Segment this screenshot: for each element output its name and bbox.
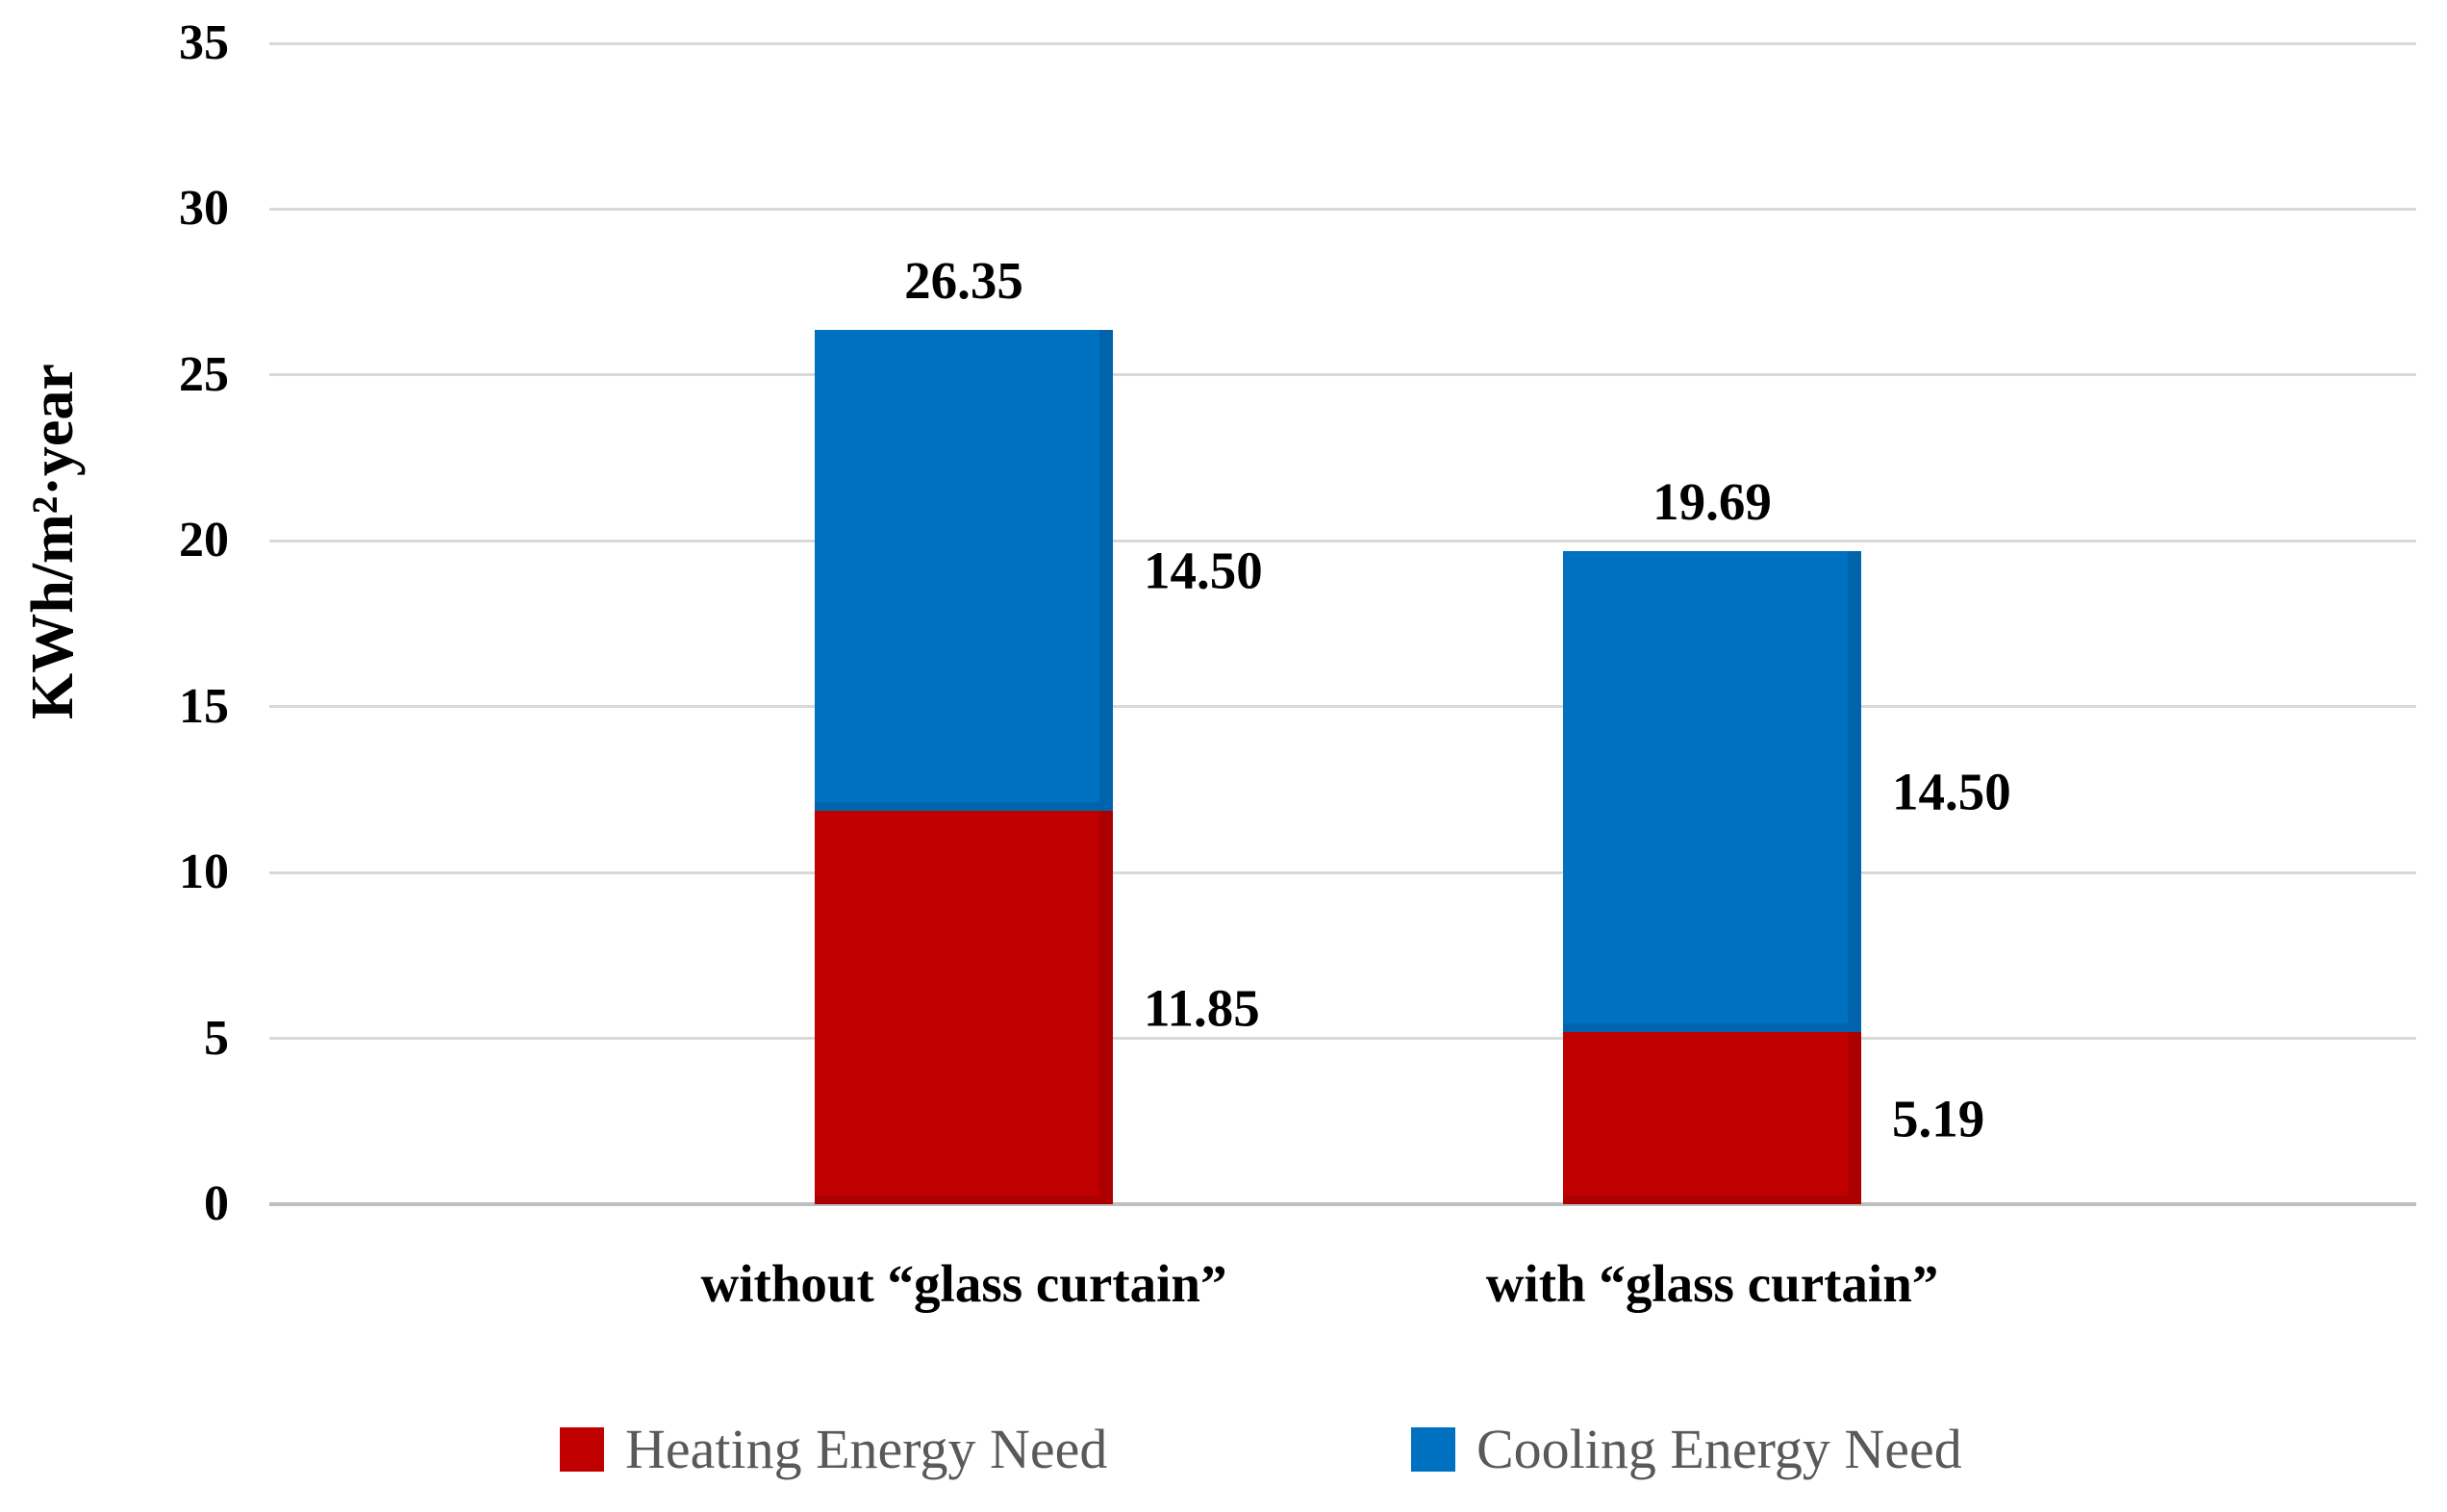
segment-value-label: 14.50 [1144, 541, 1263, 600]
heating-segment-bar-1 [1563, 1032, 1861, 1204]
gridline-10 [269, 870, 2416, 874]
y-tick-label-0: 0 [204, 1176, 229, 1231]
cooling-legend-swatch-icon [1411, 1427, 1455, 1472]
segment-value-label: 5.19 [1892, 1089, 1985, 1147]
legend-label-heating: Heating Energy Need [625, 1418, 1108, 1480]
segment-value-label: 11.85 [1144, 978, 1260, 1038]
gridline-20 [269, 539, 2416, 542]
heating-segment-bar-0 [815, 811, 1113, 1204]
x-axis-line [269, 1202, 2416, 1206]
legend-label-cooling: Cooling Energy Need [1476, 1418, 1962, 1480]
y-tick-label-20: 20 [179, 513, 229, 568]
bar-total-label: 26.35 [904, 251, 1023, 311]
segment-value-label: 14.50 [1892, 762, 2011, 821]
category-label-without-glass-curtain: without “glass curtain” [700, 1254, 1227, 1313]
y-tick-label-5: 5 [204, 1010, 229, 1066]
y-tick-label-10: 10 [179, 844, 229, 900]
category-label-with-glass-curtain: with “glass curtain” [1485, 1254, 1939, 1313]
cooling-segment-bar-0 [815, 330, 1113, 812]
gridline-5 [269, 1037, 2416, 1041]
gridline-15 [269, 705, 2416, 709]
gridline-30 [269, 207, 2416, 211]
cooling-segment-bar-1 [1563, 551, 1861, 1033]
legend-item-heating: Heating Energy Need [560, 1422, 1107, 1477]
y-tick-label-30: 30 [179, 181, 229, 237]
y-tick-label-15: 15 [179, 678, 229, 734]
legend-item-cooling: Cooling Energy Need [1411, 1422, 1962, 1477]
y-tick-label-25: 25 [179, 346, 229, 402]
gridline-35 [269, 41, 2416, 45]
gridline-25 [269, 373, 2416, 377]
plot-area: 11.85 14.50 26.35 5.19 14.50 19.69 [269, 41, 2416, 1206]
heating-legend-swatch-icon [560, 1427, 604, 1472]
y-tick-label-35: 35 [179, 15, 229, 70]
bar-total-label: 19.69 [1652, 471, 1772, 531]
